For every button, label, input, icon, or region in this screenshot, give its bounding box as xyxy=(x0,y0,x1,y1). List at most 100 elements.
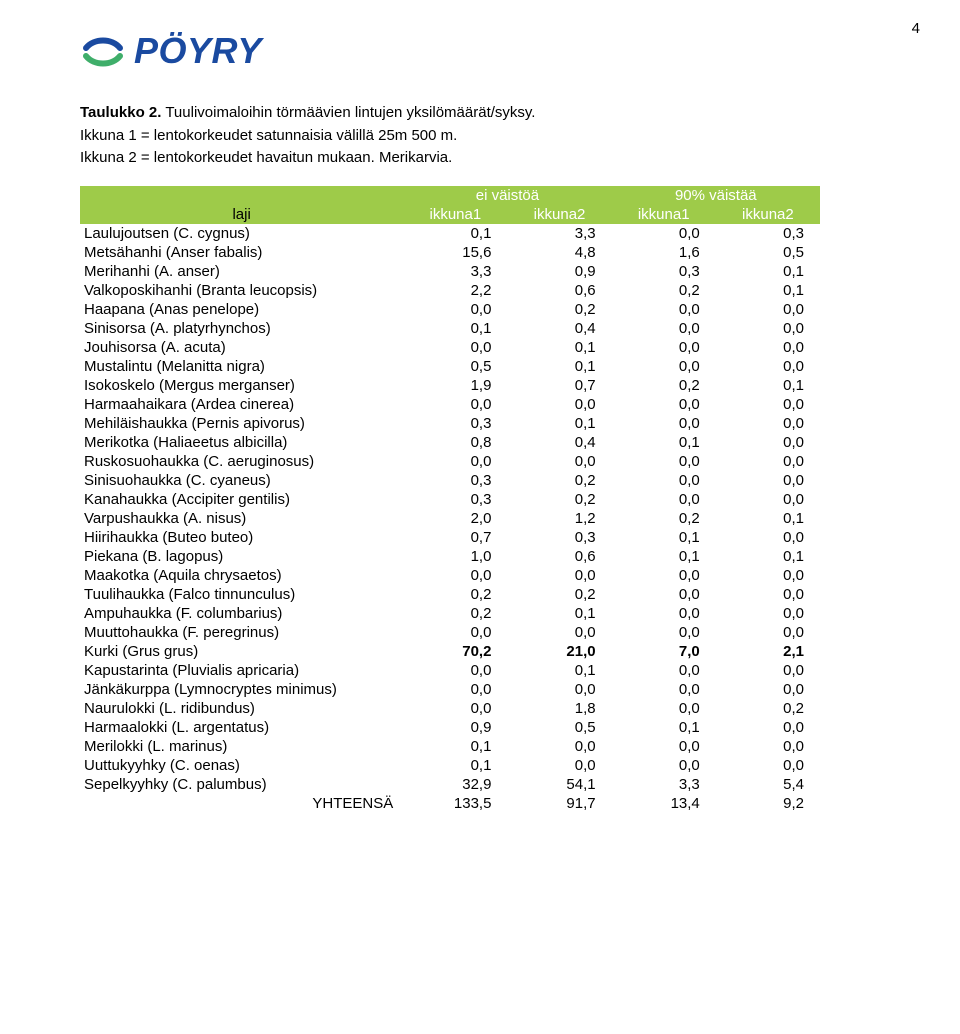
species-name: Kanahaukka (Accipiter gentilis) xyxy=(80,490,403,509)
cell-value: 1,6 xyxy=(612,243,716,262)
species-name: Ruskosuohaukka (C. aeruginosus) xyxy=(80,452,403,471)
cell-value: 0,0 xyxy=(612,357,716,376)
cell-value: 1,2 xyxy=(507,509,611,528)
table-total-row: YHTEENSÄ133,591,713,49,2 xyxy=(80,794,820,813)
table-row: Varpushaukka (A. nisus)2,01,20,20,1 xyxy=(80,509,820,528)
species-name: Kurki (Grus grus) xyxy=(80,642,403,661)
cell-value: 70,2 xyxy=(403,642,507,661)
cell-value: 0,0 xyxy=(716,452,820,471)
table-row: Kapustarinta (Pluvialis apricaria)0,00,1… xyxy=(80,661,820,680)
data-table: lajiei väistöä90% väistääikkuna1ikkuna2i… xyxy=(80,186,820,813)
cell-value: 0,0 xyxy=(612,585,716,604)
species-name: Hiirihaukka (Buteo buteo) xyxy=(80,528,403,547)
cell-value: 0,4 xyxy=(507,433,611,452)
table-row: Jänkäkurppa (Lymnocryptes minimus)0,00,0… xyxy=(80,680,820,699)
col-group-no-avoid: ei väistöä xyxy=(403,186,611,205)
cell-value: 0,7 xyxy=(403,528,507,547)
cell-value: 0,0 xyxy=(403,395,507,414)
table-row: Kanahaukka (Accipiter gentilis)0,30,20,0… xyxy=(80,490,820,509)
cell-value: 0,0 xyxy=(612,699,716,718)
species-name: Mustalintu (Melanitta nigra) xyxy=(80,357,403,376)
cell-value: 0,2 xyxy=(403,604,507,623)
total-value: 13,4 xyxy=(612,794,716,813)
cell-value: 3,3 xyxy=(612,775,716,794)
species-name: Sinisuohaukka (C. cyaneus) xyxy=(80,471,403,490)
cell-value: 0,0 xyxy=(716,471,820,490)
col-header-ikkuna1-2: ikkuna1 xyxy=(612,205,716,224)
cell-value: 0,0 xyxy=(403,338,507,357)
cell-value: 0,0 xyxy=(716,737,820,756)
cell-value: 54,1 xyxy=(507,775,611,794)
table-row: Mehiläishaukka (Pernis apivorus)0,30,10,… xyxy=(80,414,820,433)
table-row: Haapana (Anas penelope)0,00,20,00,0 xyxy=(80,300,820,319)
cell-value: 2,2 xyxy=(403,281,507,300)
logo-brand: PÖYRY xyxy=(134,30,262,71)
table-wrap: lajiei väistöä90% väistääikkuna1ikkuna2i… xyxy=(80,186,880,813)
cell-value: 15,6 xyxy=(403,243,507,262)
cell-value: 5,4 xyxy=(716,775,820,794)
total-label: YHTEENSÄ xyxy=(80,794,403,813)
cell-value: 0,0 xyxy=(716,338,820,357)
cell-value: 0,6 xyxy=(507,281,611,300)
cell-value: 0,0 xyxy=(507,623,611,642)
cell-value: 0,1 xyxy=(612,528,716,547)
species-name: Harmaahaikara (Ardea cinerea) xyxy=(80,395,403,414)
species-name: Valkoposkihanhi (Branta leucopsis) xyxy=(80,281,403,300)
cell-value: 0,0 xyxy=(507,452,611,471)
col-header-ikkuna2-1: ikkuna2 xyxy=(507,205,611,224)
cell-value: 0,0 xyxy=(403,300,507,319)
species-name: Isokoskelo (Mergus merganser) xyxy=(80,376,403,395)
cell-value: 0,3 xyxy=(403,471,507,490)
cell-value: 0,0 xyxy=(612,661,716,680)
cell-value: 0,1 xyxy=(716,376,820,395)
cell-value: 0,1 xyxy=(507,338,611,357)
cell-value: 0,2 xyxy=(612,376,716,395)
table-row: Harmaahaikara (Ardea cinerea)0,00,00,00,… xyxy=(80,395,820,414)
table-row: Hiirihaukka (Buteo buteo)0,70,30,10,0 xyxy=(80,528,820,547)
cell-value: 0,3 xyxy=(403,490,507,509)
cell-value: 0,0 xyxy=(612,300,716,319)
table-row: Isokoskelo (Mergus merganser)1,90,70,20,… xyxy=(80,376,820,395)
cell-value: 0,3 xyxy=(716,224,820,243)
cell-value: 0,0 xyxy=(612,414,716,433)
cell-value: 0,1 xyxy=(716,262,820,281)
cell-value: 1,9 xyxy=(403,376,507,395)
cell-value: 0,1 xyxy=(612,547,716,566)
cell-value: 0,0 xyxy=(612,490,716,509)
species-name: Mehiläishaukka (Pernis apivorus) xyxy=(80,414,403,433)
cell-value: 0,0 xyxy=(716,756,820,775)
cell-value: 21,0 xyxy=(507,642,611,661)
table-row: Tuulihaukka (Falco tinnunculus)0,20,20,0… xyxy=(80,585,820,604)
cell-value: 0,1 xyxy=(716,281,820,300)
cell-value: 0,1 xyxy=(507,357,611,376)
cell-value: 0,1 xyxy=(612,718,716,737)
cell-value: 0,7 xyxy=(507,376,611,395)
cell-value: 0,0 xyxy=(507,680,611,699)
cell-value: 0,0 xyxy=(716,357,820,376)
species-name: Merilokki (L. marinus) xyxy=(80,737,403,756)
cell-value: 0,0 xyxy=(716,300,820,319)
cell-value: 0,0 xyxy=(612,395,716,414)
table-row: Jouhisorsa (A. acuta)0,00,10,00,0 xyxy=(80,338,820,357)
cell-value: 0,5 xyxy=(716,243,820,262)
cell-value: 0,5 xyxy=(507,718,611,737)
table-row: Merilokki (L. marinus)0,10,00,00,0 xyxy=(80,737,820,756)
cell-value: 0,2 xyxy=(507,585,611,604)
cell-value: 0,1 xyxy=(612,433,716,452)
table-row: Ampuhaukka (F. columbarius)0,20,10,00,0 xyxy=(80,604,820,623)
cell-value: 0,8 xyxy=(403,433,507,452)
table-row: Ruskosuohaukka (C. aeruginosus)0,00,00,0… xyxy=(80,452,820,471)
cell-value: 32,9 xyxy=(403,775,507,794)
total-value: 91,7 xyxy=(507,794,611,813)
cell-value: 0,0 xyxy=(612,224,716,243)
cell-value: 0,0 xyxy=(612,756,716,775)
cell-value: 0,1 xyxy=(403,224,507,243)
cell-value: 0,0 xyxy=(507,737,611,756)
cell-value: 0,1 xyxy=(716,509,820,528)
cell-value: 0,0 xyxy=(612,452,716,471)
cell-value: 0,0 xyxy=(507,566,611,585)
table-row: Uuttukyyhky (C. oenas)0,10,00,00,0 xyxy=(80,756,820,775)
table-row: Laulujoutsen (C. cygnus)0,13,30,00,3 xyxy=(80,224,820,243)
cell-value: 0,0 xyxy=(716,718,820,737)
species-name: Tuulihaukka (Falco tinnunculus) xyxy=(80,585,403,604)
